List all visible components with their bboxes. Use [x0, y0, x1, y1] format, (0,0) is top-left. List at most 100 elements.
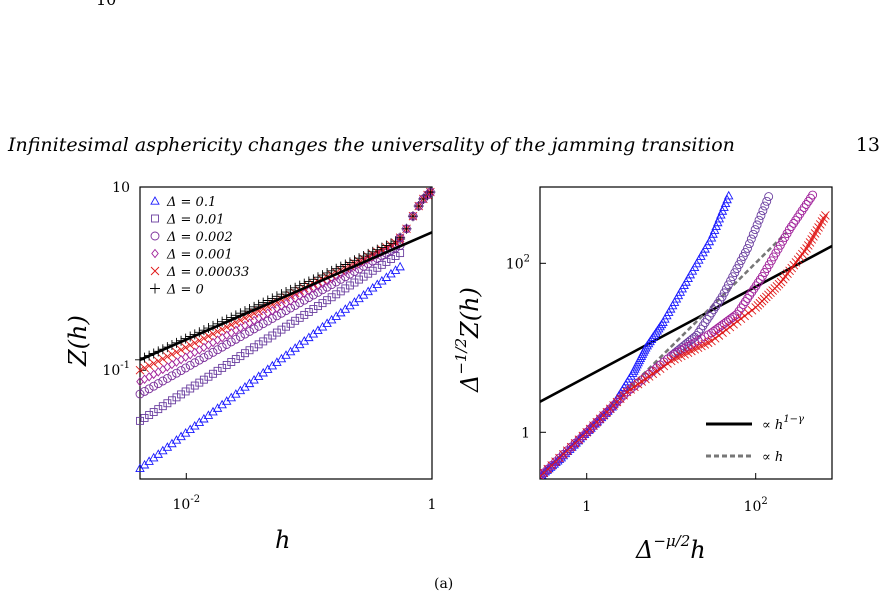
data-point [387, 255, 395, 263]
data-point [318, 299, 327, 308]
data-point [615, 394, 625, 404]
data-point [592, 417, 602, 427]
data-point [619, 390, 629, 400]
left-ticks: 10-2 1 10-1 10 [102, 180, 436, 513]
data-point [762, 196, 772, 206]
data-point [425, 187, 435, 197]
data-point [602, 407, 612, 417]
data-point [799, 203, 809, 213]
data-point [714, 331, 724, 340]
data-point [354, 253, 365, 264]
y-tick-label: 10 [112, 180, 130, 196]
data-point [200, 342, 208, 353]
data-point [582, 427, 592, 437]
data-point [218, 363, 227, 372]
data-point [373, 263, 382, 272]
data-point [199, 375, 208, 384]
data-point [322, 267, 333, 278]
data-point [368, 266, 377, 275]
data-point [729, 319, 738, 329]
data-point [286, 303, 296, 313]
data-point [778, 274, 788, 284]
data-point [281, 306, 291, 316]
data-point [367, 246, 378, 257]
legend-label: Δ = 0 [166, 283, 204, 298]
data-point [159, 364, 167, 375]
data-point [800, 246, 809, 256]
legend-label: Δ = 0.01 [166, 213, 225, 228]
data-point [740, 248, 750, 257]
data-point [821, 211, 830, 220]
data-point [163, 362, 172, 372]
data-point [630, 382, 639, 392]
data-point [358, 251, 369, 262]
data-point [641, 374, 650, 384]
data-point [402, 224, 411, 234]
legend-label: ∝ h1−γ [762, 414, 804, 433]
data-point [213, 327, 222, 336]
data-point [140, 386, 150, 396]
data-point [332, 290, 341, 299]
running-title: Infinitesimal asphericity changes the un… [8, 134, 735, 156]
data-point [308, 274, 319, 285]
data-point [743, 243, 752, 253]
data-point [721, 284, 731, 294]
data-point [340, 259, 351, 270]
data-point [585, 424, 595, 434]
data-point [806, 193, 815, 203]
data-point [231, 334, 241, 344]
data-point [158, 354, 168, 364]
legend-marker [151, 248, 159, 259]
data-point [149, 381, 159, 391]
data-point [314, 302, 322, 311]
data-point [167, 350, 177, 359]
data-point [652, 366, 661, 376]
data-point [743, 293, 752, 303]
data-point [245, 346, 254, 355]
page-header: Infinitesimal asphericity changes the un… [8, 134, 884, 158]
data-point [190, 381, 199, 390]
data-point [304, 308, 313, 316]
legend-label: ∝ h [762, 450, 783, 465]
data-point [744, 239, 754, 249]
data-point [217, 324, 227, 334]
data-point [588, 421, 598, 431]
right-ticks: 1 102 1 102 [506, 253, 768, 515]
data-point [746, 234, 756, 244]
data-point [176, 366, 186, 376]
data-point [382, 257, 391, 266]
data-point [204, 340, 213, 350]
data-point [254, 321, 264, 331]
data-point [208, 347, 218, 357]
data-point [327, 293, 336, 302]
data-point [158, 376, 168, 386]
data-point [355, 275, 363, 284]
data-point [793, 212, 803, 222]
data-point [259, 337, 268, 346]
data-point [222, 330, 231, 340]
data-point [336, 287, 345, 296]
data-point [745, 290, 755, 300]
left-x-axis-label: h [275, 526, 290, 554]
data-point [749, 284, 759, 294]
data-point [381, 240, 392, 251]
data-point [801, 200, 811, 209]
data-point [756, 211, 766, 220]
data-point [213, 366, 222, 375]
left-tail [395, 187, 436, 243]
data-point [738, 300, 748, 310]
x-tick-label: 1 [428, 497, 437, 513]
legend-label: Δ = 0.1 [166, 195, 216, 210]
data-point [213, 335, 222, 345]
y-tick-label: 102 [506, 253, 530, 272]
data-point [755, 275, 765, 284]
data-point [723, 280, 733, 290]
data-point [791, 215, 801, 225]
right-x-axis-label: Δ−μ/2h [635, 532, 706, 564]
data-point [309, 305, 318, 313]
data-point [738, 252, 748, 261]
data-point [793, 255, 803, 264]
data-point [203, 350, 213, 360]
data-point [626, 385, 636, 394]
data-point [167, 396, 176, 405]
